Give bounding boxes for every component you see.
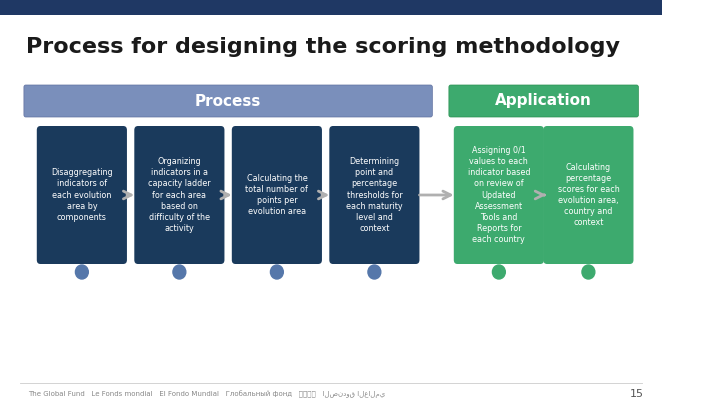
Text: Organizing
indicators in a
capacity ladder
for each area
based on
difficulty of : Organizing indicators in a capacity ladd… [148, 157, 211, 233]
FancyBboxPatch shape [454, 126, 544, 264]
Text: 15: 15 [630, 389, 644, 399]
Circle shape [76, 265, 89, 279]
FancyBboxPatch shape [135, 126, 225, 264]
Text: The Global Fund   Le Fonds mondial   El Fondo Mundial   Глобальный фонд   全球基金  : The Global Fund Le Fonds mondial El Fond… [27, 390, 385, 398]
Text: Determining
point and
percentage
thresholds for
each maturity
level and
context: Determining point and percentage thresho… [346, 157, 402, 233]
Text: Process: Process [195, 94, 261, 109]
Text: Calculating the
total number of
points per
evolution area: Calculating the total number of points p… [246, 174, 308, 216]
FancyBboxPatch shape [544, 126, 634, 264]
Circle shape [368, 265, 381, 279]
Text: Assigning 0/1
values to each
indicator based
on review of
Updated
Assessment
Too: Assigning 0/1 values to each indicator b… [467, 146, 530, 244]
Text: Process for designing the scoring methodology: Process for designing the scoring method… [26, 37, 620, 57]
Text: Calculating
percentage
scores for each
evolution area,
country and
context: Calculating percentage scores for each e… [557, 163, 619, 227]
Circle shape [492, 265, 505, 279]
Circle shape [271, 265, 283, 279]
Circle shape [173, 265, 186, 279]
Circle shape [582, 265, 595, 279]
FancyBboxPatch shape [329, 126, 420, 264]
FancyBboxPatch shape [449, 85, 639, 117]
Text: Application: Application [495, 94, 592, 109]
Text: Disaggregating
indicators of
each evolution
area by
components: Disaggregating indicators of each evolut… [51, 168, 113, 222]
FancyBboxPatch shape [232, 126, 322, 264]
FancyBboxPatch shape [24, 85, 432, 117]
FancyBboxPatch shape [0, 0, 662, 15]
FancyBboxPatch shape [37, 126, 127, 264]
